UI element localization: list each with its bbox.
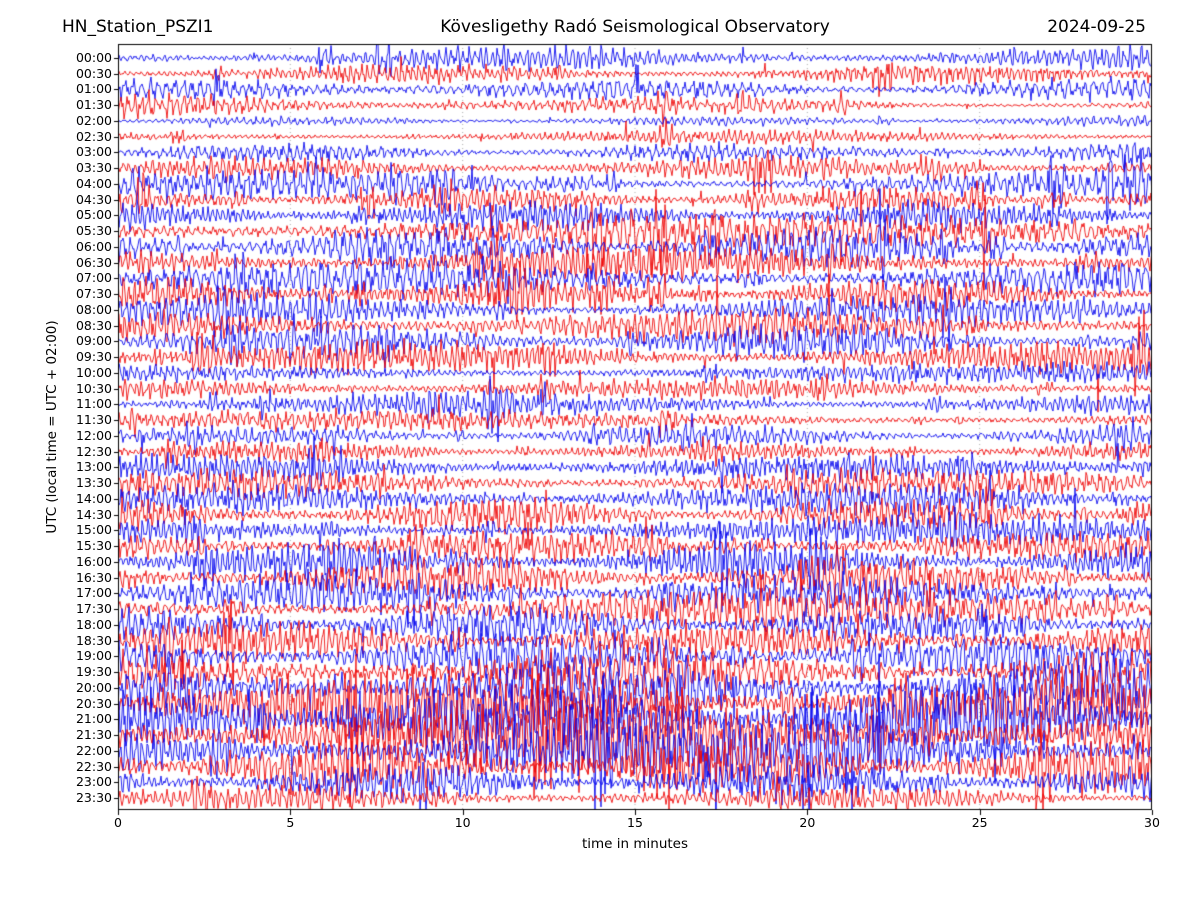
x-tick-label: 25 [971, 815, 988, 830]
y-tick-label: 14:30 [75, 506, 112, 522]
y-tick-label: 18:30 [75, 632, 112, 648]
y-tick-label: 05:00 [75, 207, 112, 223]
y-tick-label: 23:00 [75, 774, 112, 790]
x-tick-label: 5 [286, 815, 295, 830]
y-tick-label: 06:00 [75, 238, 112, 254]
y-tick-label: 02:30 [75, 128, 112, 144]
y-tick-label: 07:30 [75, 286, 112, 302]
y-tick-label: 22:30 [75, 758, 112, 774]
y-tick-label: 03:00 [75, 144, 112, 160]
y-tick-label: 00:30 [75, 65, 112, 81]
y-tick-label: 04:00 [75, 175, 112, 191]
y-tick-label: 15:00 [75, 522, 112, 538]
y-tick-label: 14:00 [75, 490, 112, 506]
x-tick-label: 20 [799, 815, 816, 830]
x-tick-label: 15 [627, 815, 643, 830]
y-tick-label: 19:30 [75, 664, 112, 680]
y-tick-label: 10:00 [75, 364, 112, 380]
station-title: HN_Station_PSZI1 [62, 17, 214, 37]
y-tick-label: 23:30 [75, 790, 112, 805]
y-tick-label: 08:00 [75, 301, 112, 317]
y-tick-label: 22:00 [75, 742, 112, 758]
y-tick-label: 12:30 [75, 443, 112, 459]
y-tick-label: 15:30 [75, 538, 112, 554]
y-tick-label: 02:00 [75, 112, 112, 128]
y-tick-label: 18:00 [75, 616, 112, 632]
y-tick-label: 13:30 [75, 475, 112, 491]
y-tick-label: 17:00 [75, 585, 112, 601]
y-tick-label: 07:00 [75, 270, 112, 286]
y-tick-label: 09:00 [75, 333, 112, 349]
y-tick-label: 10:30 [75, 380, 112, 396]
y-tick-label: 20:30 [75, 695, 112, 711]
y-tick-label: 20:00 [75, 679, 112, 695]
y-tick-label: 19:00 [75, 648, 112, 664]
y-tick-label: 11:00 [75, 396, 112, 412]
y-tick-label: 16:00 [75, 553, 112, 569]
y-tick-label: 00:00 [75, 50, 112, 65]
y-tick-label: 16:30 [75, 569, 112, 585]
y-tick-label: 21:30 [75, 727, 112, 743]
x-tick-label: 0 [114, 815, 122, 830]
observatory-title: Kövesligethy Radó Seismological Observat… [440, 17, 830, 37]
y-tick-label: 06:30 [75, 254, 112, 270]
y-tick-label: 12:00 [75, 427, 112, 443]
y-tick-label: 01:00 [75, 81, 112, 97]
y-tick-label: 21:00 [75, 711, 112, 727]
y-tick-label: 09:30 [75, 349, 112, 365]
y-tick-label: 11:30 [75, 412, 112, 428]
x-tick-label: 30 [1144, 815, 1160, 830]
y-tick-label: 05:30 [75, 223, 112, 239]
x-axis-title: time in minutes [581, 836, 689, 852]
y-tick-label: 17:30 [75, 601, 112, 617]
y-tick-label: 13:00 [75, 459, 112, 475]
y-tick-label: 04:30 [75, 191, 112, 207]
y-tick-label: 01:30 [75, 97, 112, 113]
x-tick-label: 10 [454, 815, 471, 830]
y-tick-label: 08:30 [75, 317, 112, 333]
date-title: 2024-09-25 [1047, 17, 1146, 37]
y-tick-label: 03:30 [75, 160, 112, 176]
